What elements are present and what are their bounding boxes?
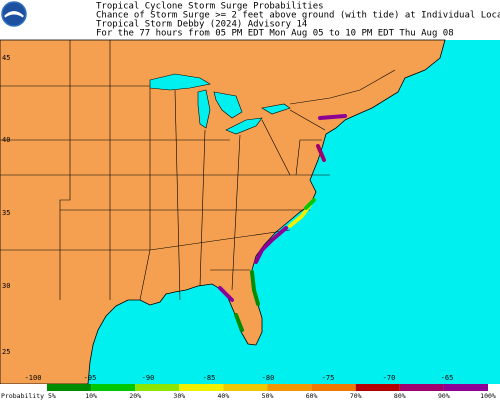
longitude-label: -95 — [84, 374, 97, 382]
legend-swatch — [443, 384, 488, 391]
lake — [225, 117, 263, 135]
surge-swath — [234, 313, 244, 332]
surge-swath — [250, 270, 260, 306]
legend-label: Probability 5% — [1, 392, 56, 400]
lake — [149, 73, 211, 91]
time-period: For the 77 hours from 05 PM EDT Mon Aug … — [96, 29, 454, 39]
longitude-label: -100 — [25, 374, 42, 382]
legend-tick-label: 90% — [438, 392, 450, 400]
legend-tick-label: 80% — [394, 392, 406, 400]
legend-tick-label: 100% — [480, 392, 496, 400]
legend-swatch — [223, 384, 268, 391]
longitude-label: -85 — [203, 374, 216, 382]
storm-name: Tropical Storm Debby (2024) Advisory 14 — [96, 20, 307, 30]
latitude-label: 35 — [2, 209, 10, 217]
lake — [261, 103, 291, 115]
legend-swatch — [135, 384, 180, 391]
legend-tick-label: 10% — [85, 392, 97, 400]
latitude-label: 25 — [2, 348, 10, 356]
surge-swath — [304, 198, 316, 210]
longitude-label: -75 — [322, 374, 335, 382]
legend-tick-label: 40% — [218, 392, 230, 400]
latitude-label: 40 — [2, 136, 10, 144]
title: Tropical Cyclone Storm Surge Probabiliti… — [96, 2, 324, 12]
lake — [197, 89, 211, 129]
legend-swatch — [399, 384, 444, 391]
state-border — [174, 89, 181, 301]
longitude-label: -90 — [142, 374, 155, 382]
subtitle: Chance of Storm Surge >= 2 feet above gr… — [96, 11, 500, 21]
longitude-label: -65 — [441, 374, 454, 382]
surge-swath — [318, 114, 347, 120]
state-border — [289, 69, 396, 105]
state-border — [261, 119, 291, 176]
legend-tick-label: 20% — [129, 392, 141, 400]
legend-swatch — [47, 384, 92, 391]
longitude-label: -70 — [383, 374, 396, 382]
state-border — [295, 139, 322, 176]
latitude-label: 30 — [2, 282, 10, 290]
legend-tick-label: 30% — [173, 392, 185, 400]
longitude-label: -80 — [262, 374, 275, 382]
legend: Probability 5% 10% 20% 30% 40% 50% 60% 70% 80% 90… — [0, 384, 500, 400]
legend-swatch — [311, 384, 356, 391]
noaa-logo — [1, 1, 27, 27]
lake — [213, 91, 243, 119]
legend-tick-label: 60% — [306, 392, 318, 400]
surge-swath — [254, 226, 288, 264]
map: 45 40 35 30 25 -100 -95 -90 -85 -80 -75 -70 -65 — [0, 39, 500, 385]
legend-swatch — [91, 384, 136, 391]
state-border — [199, 129, 206, 287]
latitude-label: 45 — [2, 54, 10, 62]
legend-swatch — [179, 384, 224, 391]
legend-swatch — [267, 384, 312, 391]
legend-tick-label: 70% — [350, 392, 362, 400]
state-border — [231, 134, 241, 291]
surge-swath — [316, 144, 326, 162]
state-border — [149, 229, 291, 251]
state-border — [289, 109, 326, 131]
surge-swath — [218, 286, 234, 302]
legend-tick-label: 50% — [262, 392, 274, 400]
legend-swatch — [355, 384, 400, 391]
